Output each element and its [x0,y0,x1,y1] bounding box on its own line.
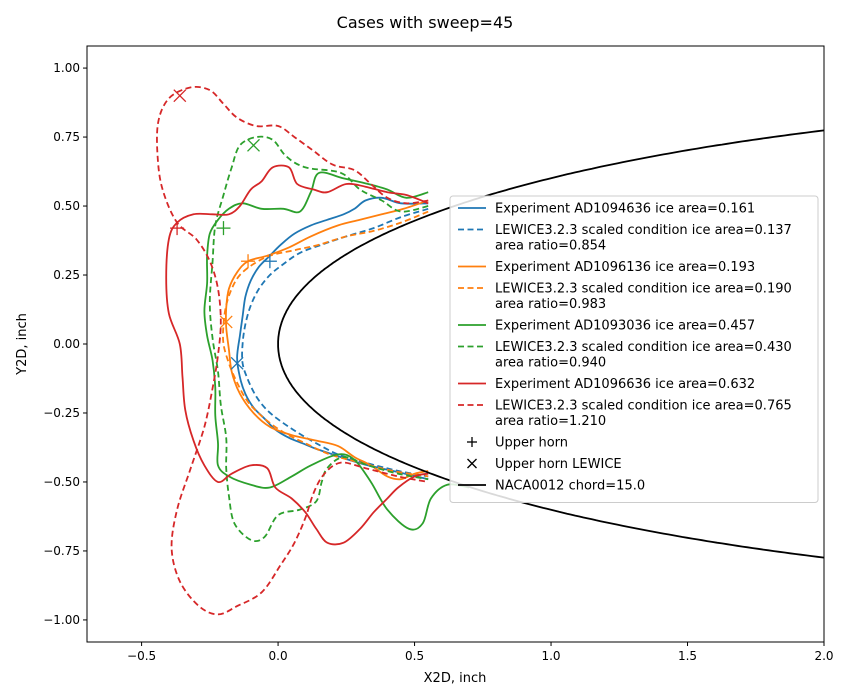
series-line-1 [241,207,429,478]
legend-label: LEWICE3.2.3 scaled condition ice area=0.… [495,223,792,238]
legend-entry-5: LEWICE3.2.3 scaled condition ice area=0.… [458,340,792,371]
legend-label: Experiment AD1094636 ice area=0.161 [495,202,755,217]
legend-label: LEWICE3.2.3 scaled condition ice area=0.… [495,340,792,355]
legend-label-ratio: area ratio=0.983 [495,297,606,312]
y-tick-label: −0.25 [43,406,80,420]
legend-label: NACA0012 chord=15.0 [495,479,645,494]
x-axis-label: X2D, inch [424,671,487,686]
airfoil-line [277,129,824,559]
y-tick-label: −1.00 [43,613,80,627]
legend-label: Upper horn LEWICE [495,457,622,472]
legend-entry-0: Experiment AD1094636 ice area=0.161 [458,202,755,217]
legend-entry-9: Upper horn LEWICE [467,457,622,472]
x-tick-label: 0.5 [405,649,424,663]
legend-entry-1: LEWICE3.2.3 scaled condition ice area=0.… [458,223,792,254]
legend-label-ratio: area ratio=0.940 [495,356,606,371]
x-tick-label: 1.0 [541,649,560,663]
series-line-5 [208,135,429,543]
legend-label: Experiment AD1096636 ice area=0.632 [495,377,755,392]
y-axis: −1.00 −0.75 −0.50 −0.25 0.00 0.25 0.50 0.75 1.00 [43,61,87,627]
upper-horn-marker-3 [170,221,185,236]
upper-horn-marker-2 [216,221,231,236]
plot-area [156,85,824,616]
series-line-7 [156,85,429,616]
upper-horn-lewice-marker-2 [247,138,260,152]
y-tick-label: 1.00 [53,61,80,75]
y-tick-label: 0.50 [53,199,80,213]
y-tick-label: −0.75 [43,544,80,558]
y-tick-label: −0.50 [43,475,80,489]
series-line-4 [203,171,470,531]
upper-horn-lewice-marker-3 [173,89,187,103]
chart-title: Cases with sweep=45 [337,13,514,32]
legend-entry-2: Experiment AD1096136 ice area=0.193 [458,260,755,275]
y-tick-label: 0.75 [53,130,80,144]
upper-horn-marker-0 [262,254,277,269]
legend-x-icon [467,458,477,469]
legend-label-ratio: area ratio=1.210 [495,414,606,429]
x-tick-label: −0.5 [127,649,156,663]
legend-entry-10: NACA0012 chord=15.0 [458,479,645,494]
legend-label: Experiment AD1093036 ice area=0.457 [495,319,755,334]
y-tick-label: 0.25 [53,268,80,282]
legend-label: LEWICE3.2.3 scaled condition ice area=0.… [495,399,792,414]
legend-entry-4: Experiment AD1093036 ice area=0.457 [458,319,755,334]
x-tick-label: 2.0 [814,649,833,663]
legend-label-ratio: area ratio=0.854 [495,239,606,254]
x-axis: −0.5 0.0 0.5 1.0 1.5 2.0 [127,642,834,663]
upper-horn-lewice-marker-1 [219,315,233,329]
legend-label: Experiment AD1096136 ice area=0.193 [495,260,755,275]
y-tick-label: 0.00 [53,337,80,351]
x-tick-label: 0.0 [269,649,288,663]
legend-entry-3: LEWICE3.2.3 scaled condition ice area=0.… [458,282,792,312]
legend-entry-7: LEWICE3.2.3 scaled condition ice area=0.… [458,399,792,429]
series-line-2 [225,199,429,481]
upper-horn-lewice-marker-0 [230,356,244,370]
legend-box [449,195,819,503]
legend-entry-6: Experiment AD1096636 ice area=0.632 [458,377,755,392]
upper-horn-marker-1 [241,254,256,269]
legend: Experiment AD1094636 ice area=0.161 LEWIC… [449,195,819,503]
legend-label: LEWICE3.2.3 scaled condition ice area=0.… [495,282,792,297]
series-line-3 [222,210,429,478]
series-line-6 [165,164,429,546]
y-axis-label: Y2D, inch [15,313,30,376]
legend-entry-8: Upper horn [467,436,568,451]
legend-label: Upper horn [495,436,568,451]
x-tick-label: 1.5 [678,649,697,663]
